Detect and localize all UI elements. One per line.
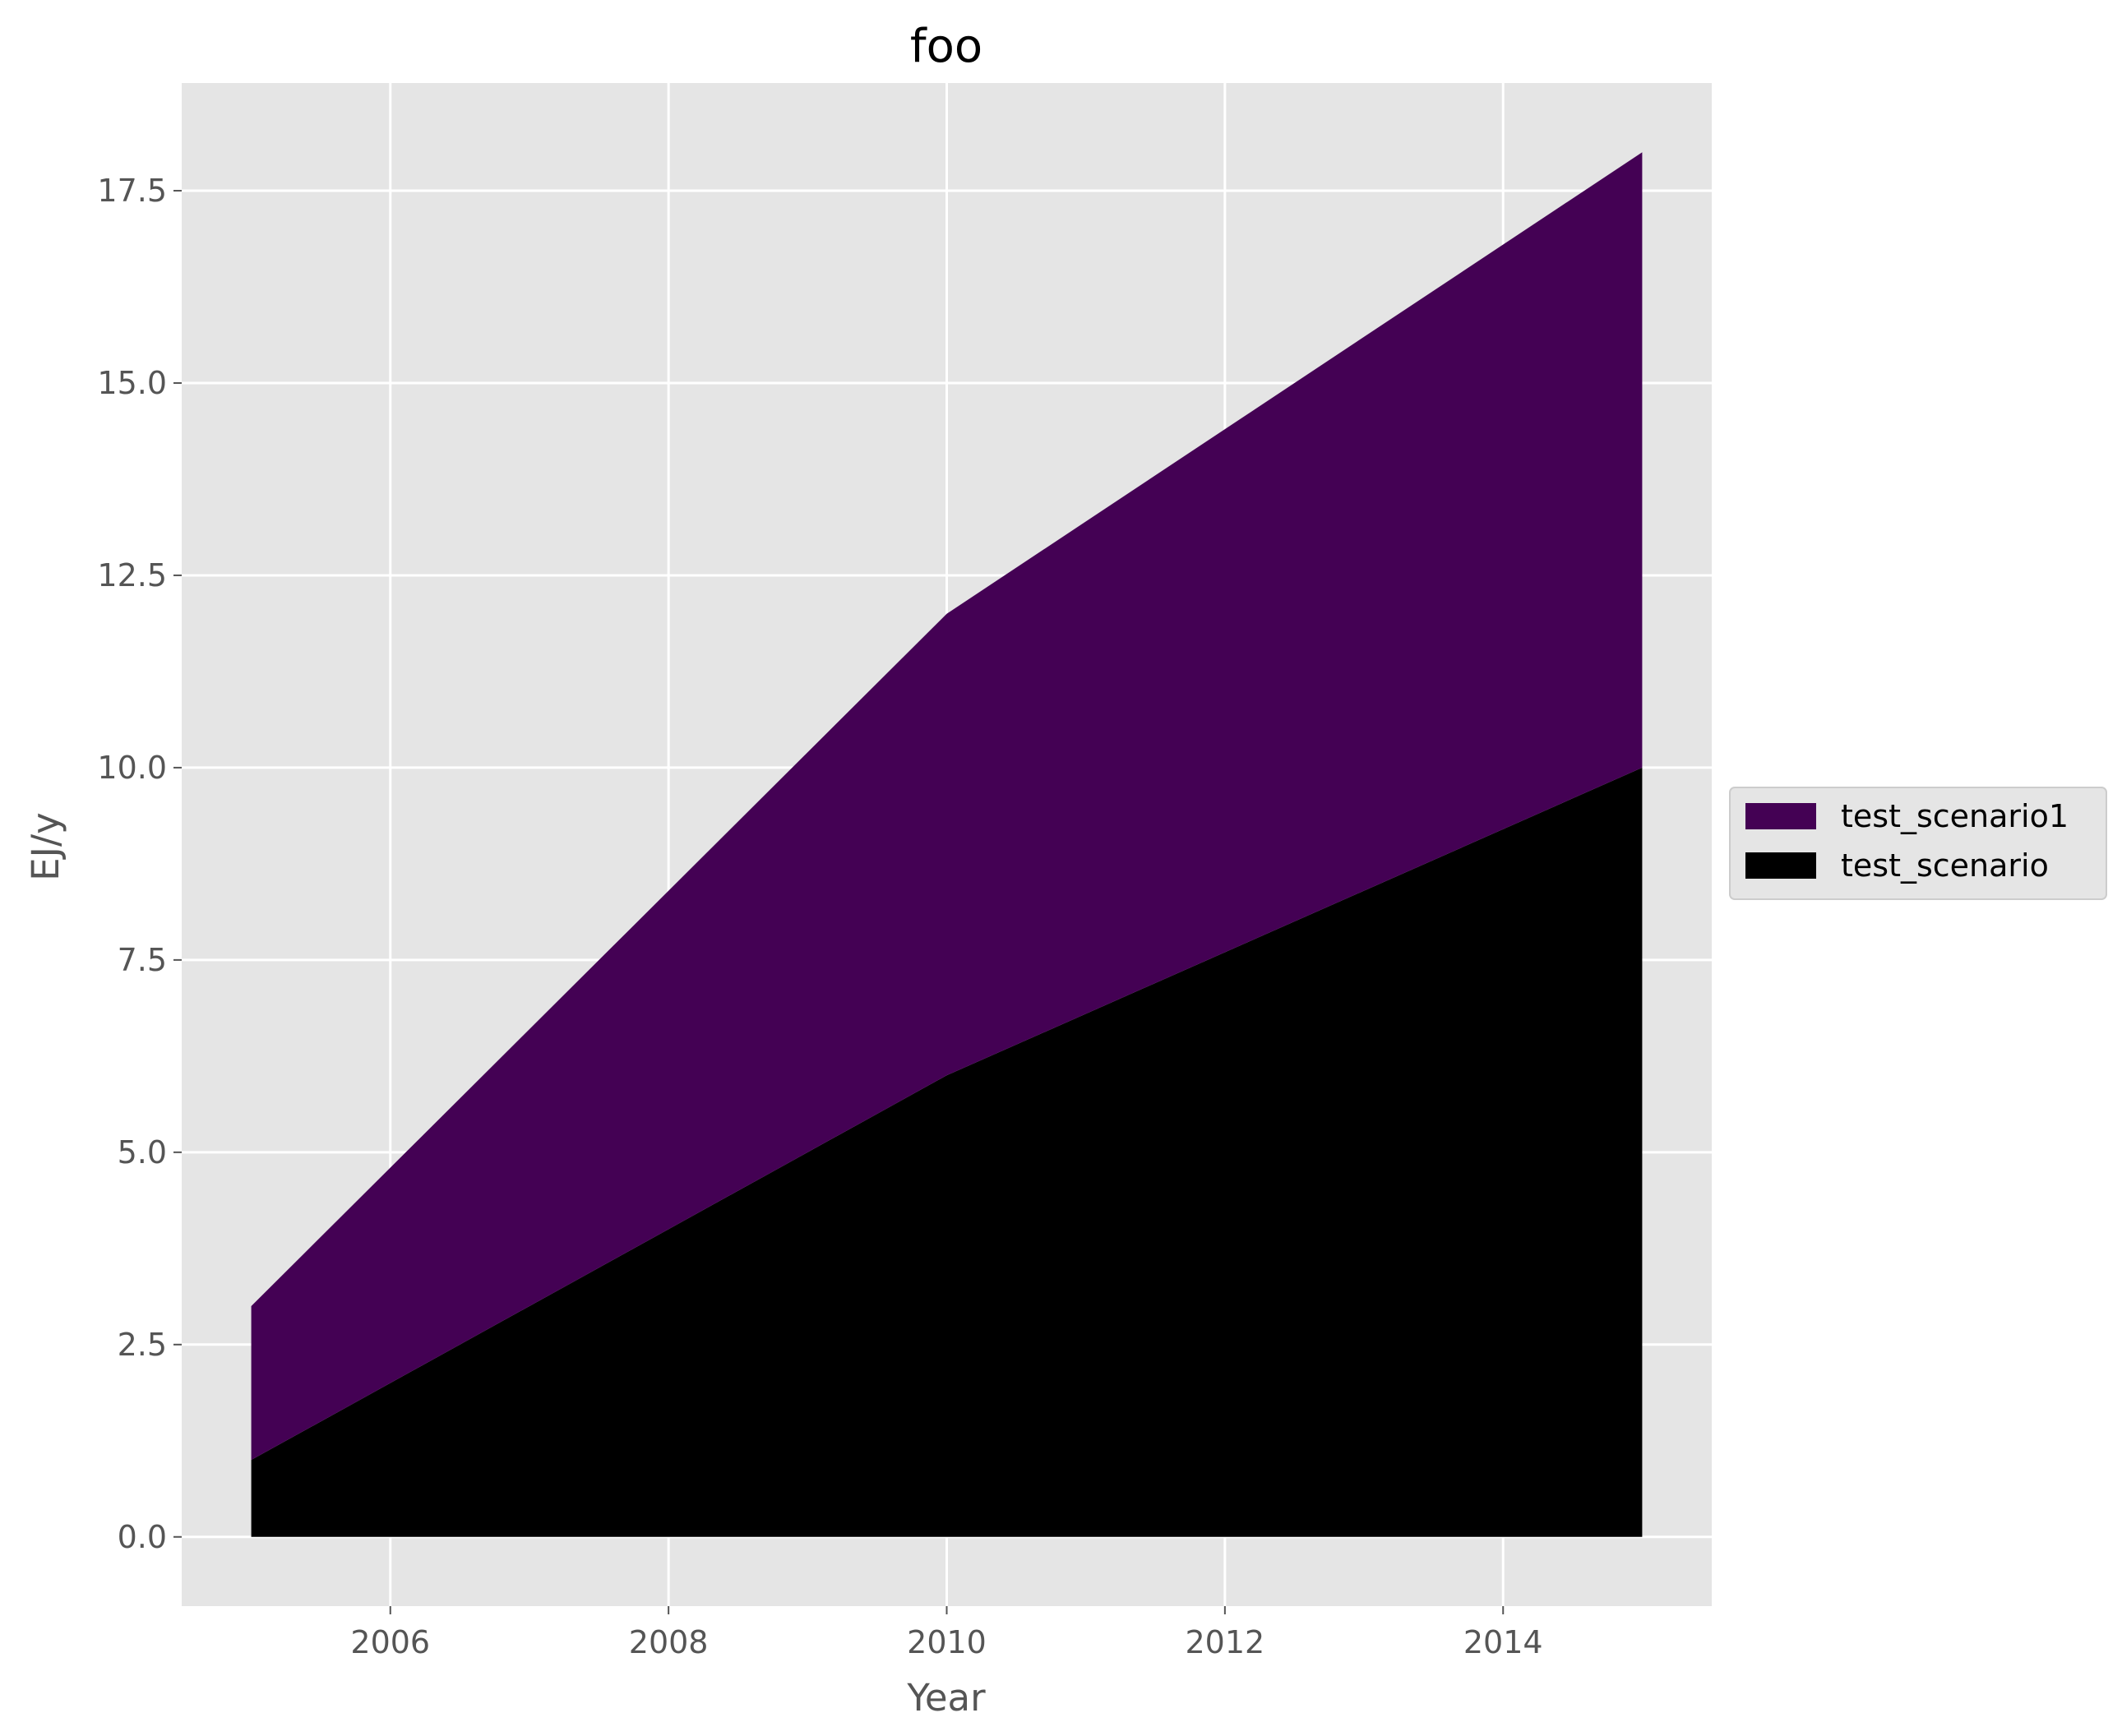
legend: test_scenario1 test_scenario <box>1729 787 2107 900</box>
y-axis-ticks: 0.0 2.5 5.0 7.5 10.0 12.5 15.0 17.5 <box>97 173 182 1555</box>
area-test_scenario <box>251 767 1643 1537</box>
x-tick-label: 2014 <box>1463 1624 1543 1660</box>
y-axis-label: EJ/y <box>24 812 67 881</box>
x-tick-label: 2010 <box>907 1624 987 1660</box>
area-test_scenario1 <box>251 152 1643 1461</box>
y-tick-label: 7.5 <box>118 942 167 978</box>
x-tick-label: 2008 <box>629 1624 709 1660</box>
legend-swatch <box>1745 803 1816 829</box>
y-tick-label: 15.0 <box>97 365 167 401</box>
x-axis-label: Year <box>906 1676 986 1720</box>
y-tick-label: 12.5 <box>97 557 167 593</box>
y-tick-label: 2.5 <box>118 1327 167 1363</box>
x-axis-ticks: 2006 2008 2010 2012 2014 <box>350 1606 1543 1660</box>
y-tick-label: 5.0 <box>118 1134 167 1170</box>
chart-title: foo <box>910 20 982 73</box>
legend-label: test_scenario1 <box>1841 798 2069 834</box>
y-tick-label: 10.0 <box>97 750 167 786</box>
y-tick-label: 0.0 <box>118 1519 167 1555</box>
x-tick-label: 2006 <box>350 1624 430 1660</box>
legend-swatch <box>1745 852 1816 879</box>
stacked-areas <box>251 152 1643 1537</box>
x-tick-label: 2012 <box>1186 1624 1265 1660</box>
y-tick-label: 17.5 <box>97 173 167 209</box>
legend-label: test_scenario <box>1841 847 2049 884</box>
legend-box <box>1729 787 2107 900</box>
